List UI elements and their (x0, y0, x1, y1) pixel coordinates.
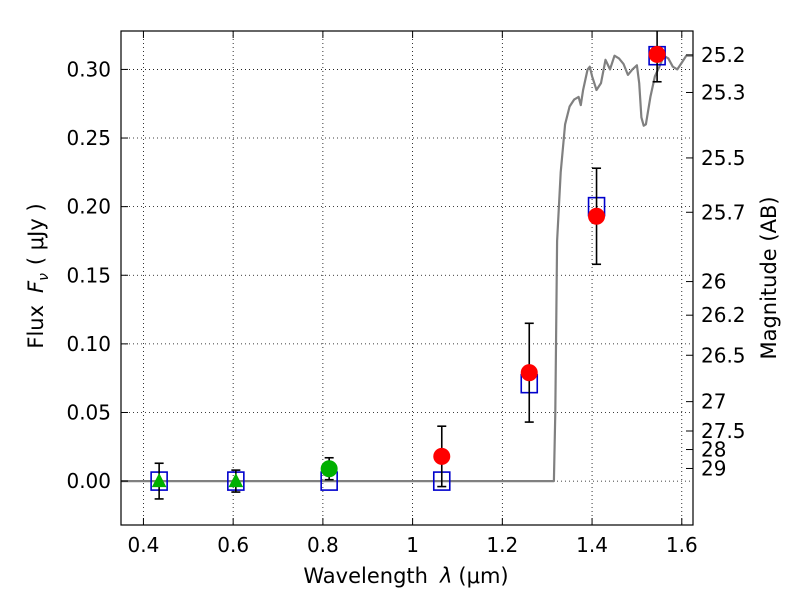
y2-tick-label: 26.5 (701, 343, 746, 367)
y-tick-label: 0.00 (66, 469, 111, 493)
grid (121, 31, 693, 525)
upper-limit-point (228, 473, 244, 488)
y2-tick-label: 25.5 (701, 146, 746, 170)
data-point (520, 364, 538, 382)
y2-tick-label: 25.3 (701, 80, 746, 104)
y2-tick-label: 29 (701, 456, 726, 480)
x-tick-label: 1.6 (666, 533, 698, 557)
y2-tick-label: 28 (701, 438, 726, 462)
plot-area (121, 31, 693, 500)
y-tick-label: 0.05 (66, 400, 111, 424)
y2-tick-label: 25.7 (701, 200, 746, 224)
data-point (648, 45, 666, 63)
tick-labels: 0.4 0.6 0.8 1 1.2 1.4 1.6 0.00 0.05 0.10 0.15 0.20 0… (66, 43, 745, 557)
y2-tick-label: 26.2 (701, 303, 746, 327)
plot-frame (120, 30, 694, 526)
data-point (433, 447, 451, 465)
model-spectrum-line (121, 54, 693, 483)
y-tick-label: 0.20 (66, 195, 111, 219)
x-tick-label: 0.6 (217, 533, 249, 557)
x-axis-label: Wavelength λ (μm) (303, 564, 508, 588)
y2-axis-label: Magnitude (AB) (757, 196, 781, 359)
data-point (320, 460, 338, 478)
y-axis-label: FluxFν( μJy ) (24, 203, 52, 348)
y2-tick-label: 27.5 (701, 419, 746, 443)
y2-tick-label: 27 (701, 390, 726, 414)
y-tick-label: 0.25 (66, 126, 111, 150)
y2-tick-label: 26 (701, 270, 726, 294)
x-tick-label: 1.2 (486, 533, 518, 557)
y-tick-label: 0.30 (66, 57, 111, 81)
y2-tick-label: 25.2 (701, 43, 746, 67)
data-point (588, 207, 606, 225)
x-tick-label: 0.4 (128, 533, 160, 557)
axis-ticks (121, 31, 693, 525)
upper-limit-point (151, 473, 167, 488)
y-tick-label: 0.10 (66, 332, 111, 356)
y-tick-label: 0.15 (66, 263, 111, 287)
x-tick-label: 1.4 (576, 533, 608, 557)
x-tick-label: 0.8 (307, 533, 339, 557)
x-tick-label: 1 (406, 533, 419, 557)
